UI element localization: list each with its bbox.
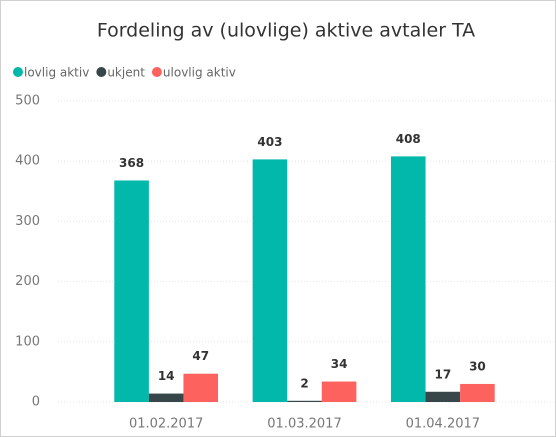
chart-title: Fordeling av (ulovlige) aktive avtaler T… — [97, 20, 475, 42]
data-label: 14 — [158, 369, 175, 383]
data-label: 2 — [300, 376, 308, 390]
data-label: 368 — [119, 156, 144, 170]
bar — [425, 391, 461, 402]
data-label: 30 — [469, 359, 486, 373]
legend-marker — [151, 67, 162, 77]
y-tick-label: 400 — [15, 154, 40, 169]
data-label: 403 — [257, 135, 282, 149]
data-label: 17 — [434, 367, 451, 381]
bar — [114, 180, 149, 402]
bar — [252, 159, 288, 402]
x-tick-label: 01.04.2017 — [406, 417, 480, 432]
y-tick-label: 100 — [15, 334, 40, 349]
bar — [460, 383, 495, 402]
bar — [390, 156, 426, 402]
y-tick-label: 0 — [32, 395, 40, 410]
legend-label: ukjent — [107, 66, 145, 80]
legend-marker — [13, 67, 23, 77]
y-tick-label: 500 — [15, 94, 40, 109]
x-tick-label: 01.02.2017 — [129, 417, 203, 432]
legend-label: lovlig aktiv — [24, 66, 89, 80]
y-tick-label: 300 — [15, 214, 40, 229]
bar — [148, 393, 184, 402]
data-label: 408 — [396, 132, 421, 146]
x-tick-label: 01.03.2017 — [267, 417, 341, 432]
data-label: 47 — [192, 349, 209, 363]
data-label: 34 — [331, 357, 348, 371]
legend-label: ulovlig aktiv — [163, 66, 236, 80]
legend-marker — [96, 67, 107, 77]
bar — [321, 381, 357, 402]
y-tick-label: 200 — [15, 274, 40, 289]
bar — [287, 400, 322, 402]
bar — [183, 373, 219, 402]
